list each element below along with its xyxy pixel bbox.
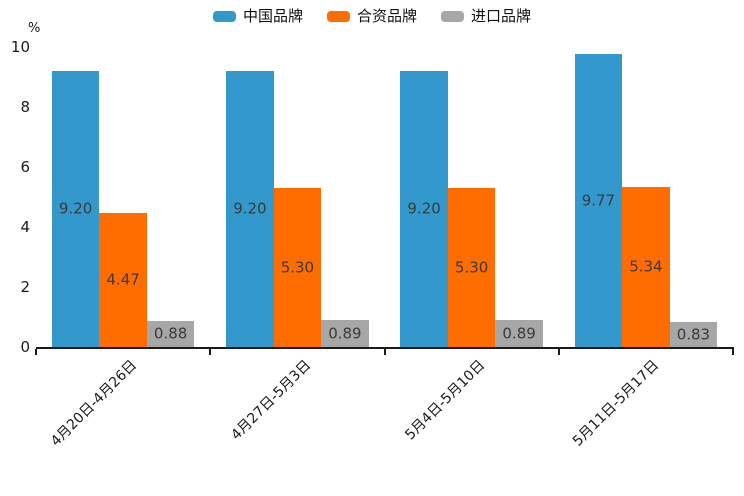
x-axis-tick — [557, 349, 560, 355]
y-axis-tick-label: 10 — [10, 38, 30, 56]
bar-合资品牌-4 — [622, 186, 670, 347]
x-axis-line — [36, 347, 734, 349]
y-axis-tick-label: 8 — [20, 98, 30, 116]
bar-value-label: 9.77 — [581, 191, 616, 209]
bar-value-label: 0.83 — [676, 325, 711, 344]
x-axis-category-label: 4月27日-5月3日 — [228, 357, 315, 444]
bar-进口品牌-3 — [495, 320, 543, 347]
bar-合资品牌-2 — [273, 188, 322, 347]
bar-value-label: 5.30 — [280, 258, 315, 276]
legend-label: 中国品牌 — [242, 6, 303, 25]
legend-item-1: 中国品牌 — [212, 6, 303, 25]
x-axis-category-label: 5月4日-5月10日 — [402, 357, 489, 444]
legend-item-2: 合资品牌 — [326, 6, 417, 25]
legend-label: 进口品牌 — [471, 6, 532, 25]
x-axis-category-label: 4月20日-4月26日 — [47, 357, 140, 450]
x-axis-tick — [35, 349, 37, 355]
y-axis-tick-label: 0 — [20, 338, 30, 356]
bar-进口品牌-2 — [321, 320, 369, 347]
bar-合资品牌-1 — [99, 212, 147, 347]
bar-value-label: 9.20 — [58, 199, 93, 218]
bar-进口品牌-1 — [146, 320, 195, 347]
legend-swatch-icon — [212, 10, 236, 22]
x-axis-tick — [383, 349, 386, 355]
x-axis-tick — [209, 349, 212, 355]
bar-中国品牌-1 — [51, 71, 100, 347]
bar-进口品牌-4 — [669, 322, 718, 347]
bar-value-label: 5.34 — [629, 257, 663, 276]
bar-中国品牌-4 — [574, 53, 623, 347]
bar-value-label: 5.30 — [454, 258, 489, 276]
bar-value-label: 0.88 — [153, 324, 188, 343]
bar-value-label: 9.20 — [407, 199, 441, 218]
bar-中国品牌-3 — [400, 71, 448, 347]
chart-legend: 中国品牌 合资品牌 进口品牌 — [0, 6, 744, 26]
bar-中国品牌-2 — [226, 71, 274, 347]
legend-swatch-icon — [326, 10, 350, 22]
legend-swatch-icon — [441, 10, 464, 22]
x-axis-tick — [732, 349, 734, 355]
bar-value-label: 0.89 — [502, 324, 536, 343]
bar-合资品牌-3 — [447, 188, 496, 347]
y-axis-tick-label: 2 — [20, 278, 30, 296]
bar-value-label: 9.20 — [233, 199, 267, 218]
legend-label: 合资品牌 — [356, 6, 417, 25]
bar-value-label: 0.89 — [328, 324, 362, 343]
y-axis-tick-label: 4 — [20, 218, 30, 236]
x-axis-category-label: 5月11日-5月17日 — [570, 357, 663, 450]
bar-value-label: 4.47 — [106, 270, 140, 289]
legend-item-3: 进口品牌 — [441, 6, 532, 25]
y-axis-tick-label: 6 — [20, 158, 30, 176]
y-axis-unit-label: % — [28, 21, 41, 36]
